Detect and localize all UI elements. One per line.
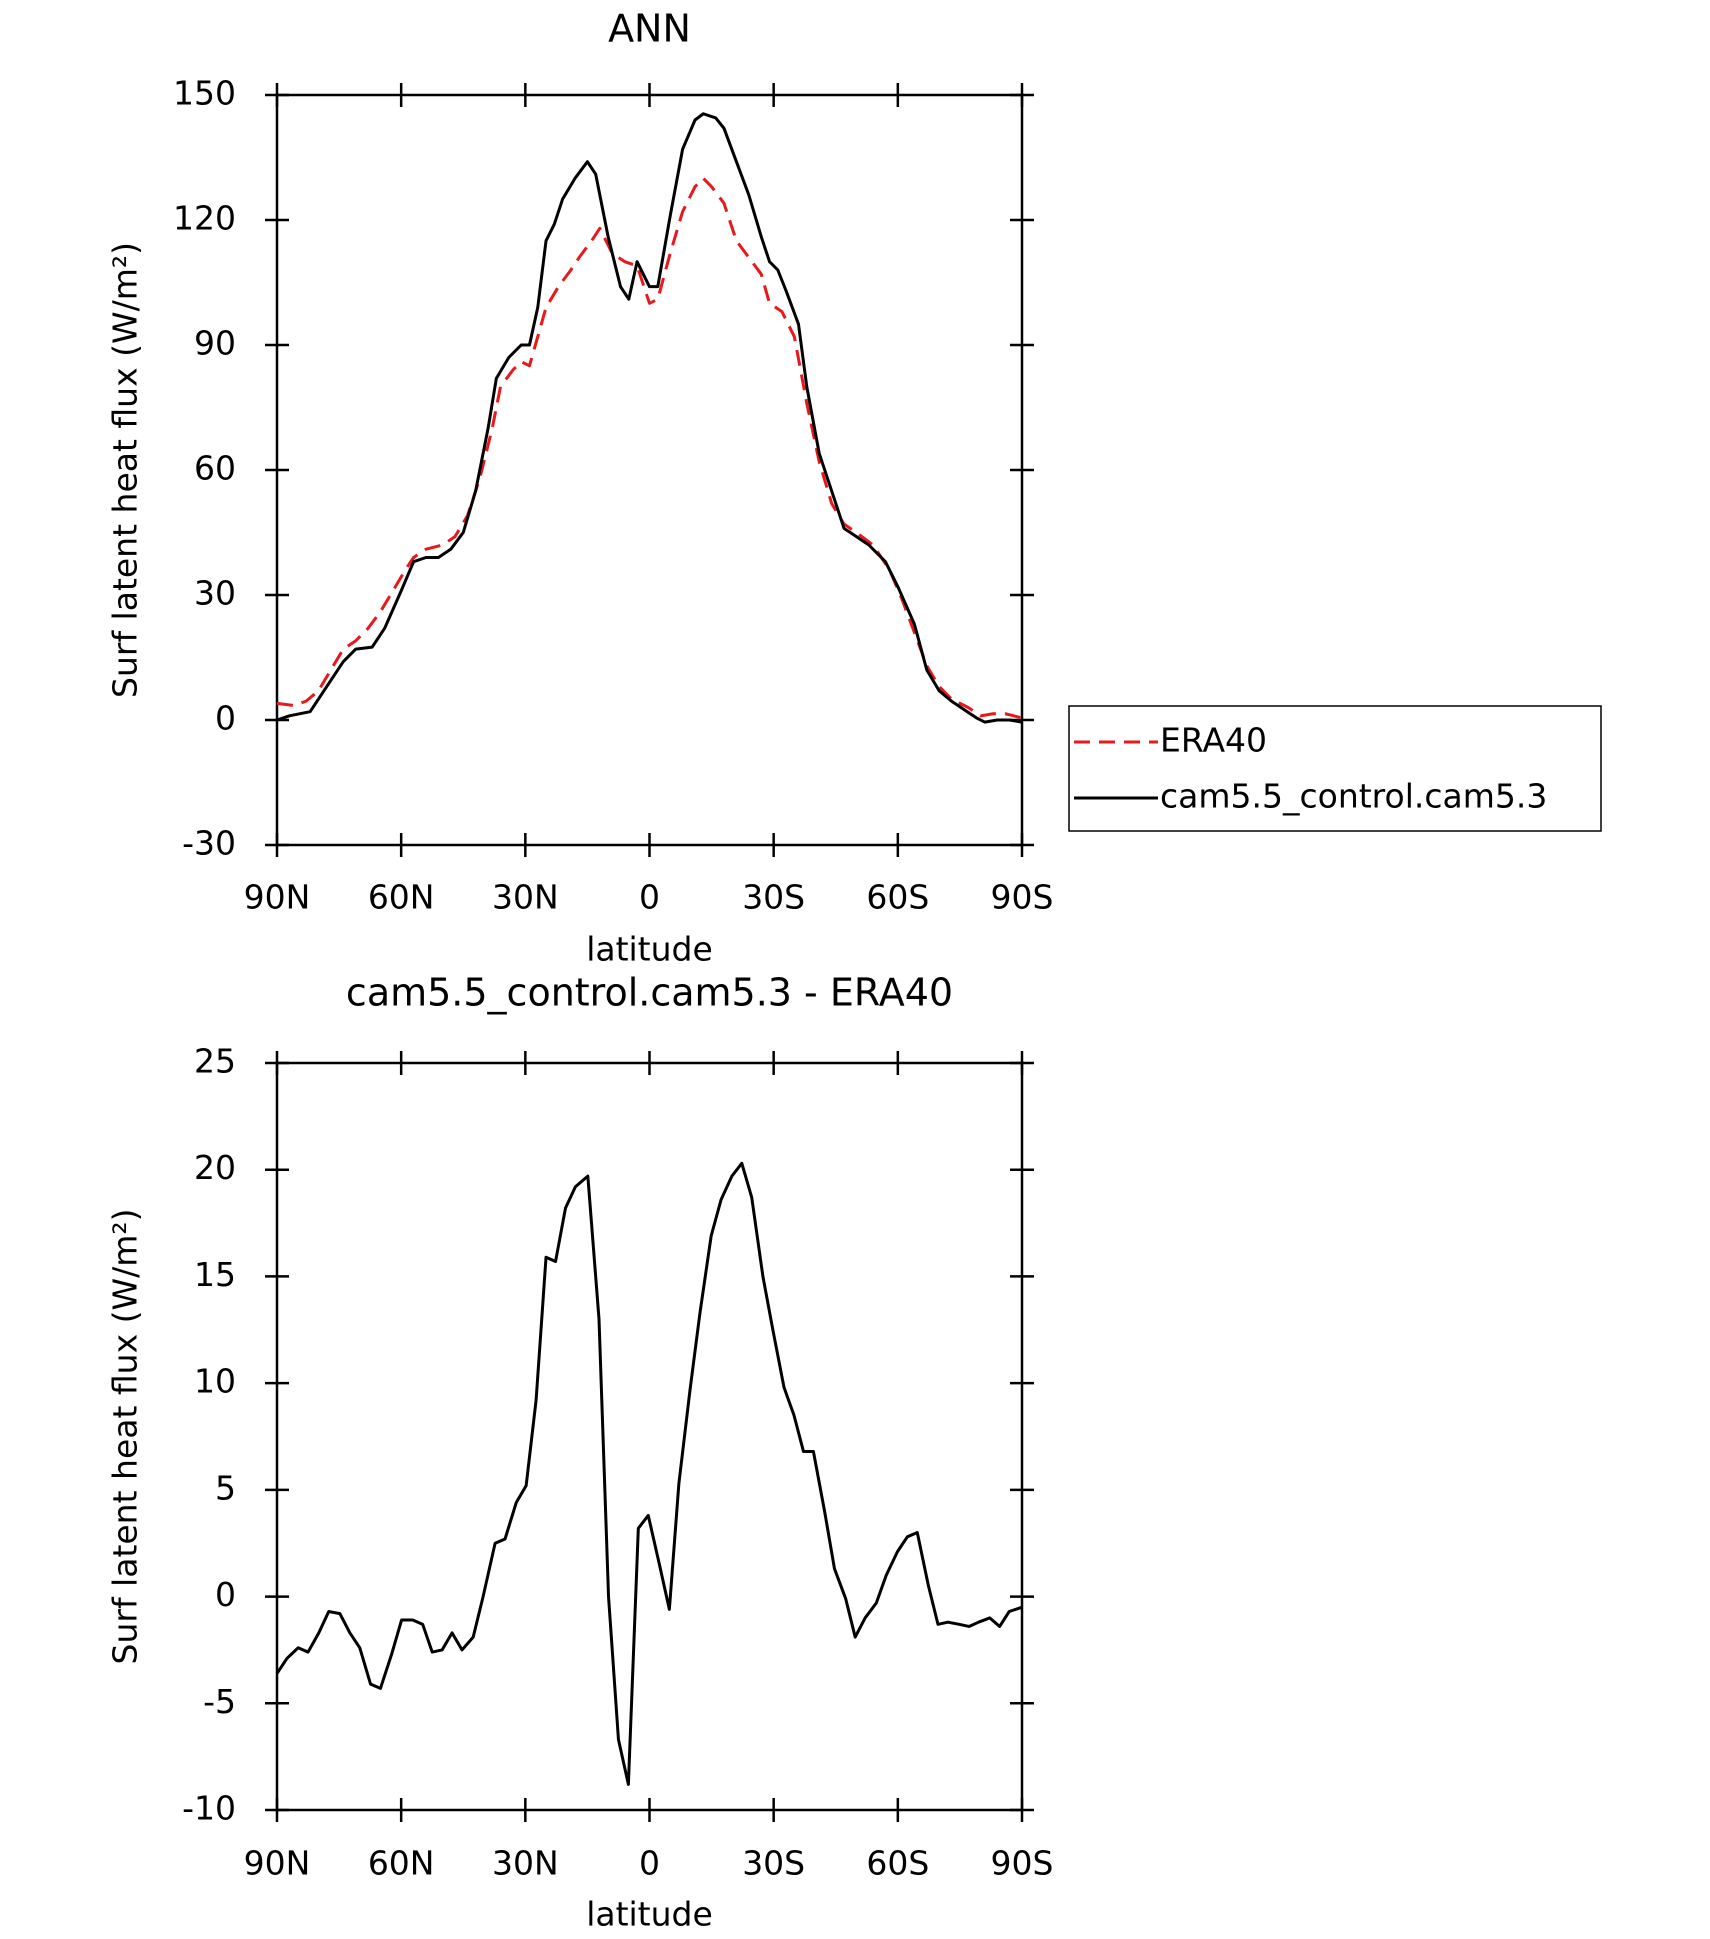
data-line — [275, 1161, 1023, 1786]
data-line — [276, 112, 1023, 724]
y-tick-label: 90 — [194, 324, 236, 363]
x-tick-label: 90S — [991, 1844, 1054, 1883]
x-tick-label: 90S — [991, 878, 1054, 917]
x-tick-label: 60S — [866, 878, 929, 917]
legend: ERA40 cam5.5_control.cam5.3 — [1068, 705, 1602, 832]
x-tick-label: 0 — [639, 1844, 660, 1883]
y-tick-label: 25 — [194, 1042, 236, 1081]
y-tick-label: -10 — [182, 1789, 236, 1828]
x-tick-label: 90N — [244, 1844, 311, 1883]
x-tick-label: 60N — [368, 878, 435, 917]
y-tick-label: 120 — [173, 199, 236, 238]
x-tick-label: 30N — [492, 1844, 559, 1883]
y-tick-label: -30 — [182, 824, 236, 863]
y-tick-label: 0 — [215, 699, 236, 738]
plot-frame — [275, 1061, 1024, 1812]
panel: ANN latitude Surf latent heat flux (W/m²) 9… — [106, 7, 1602, 969]
x-axis-label: latitude — [586, 1895, 713, 1934]
y-tick-label: 15 — [194, 1255, 236, 1294]
legend-label: cam5.5_control.cam5.3 — [1160, 777, 1547, 816]
y-tick-label: 150 — [173, 74, 236, 113]
legend-label: ERA40 — [1160, 721, 1267, 760]
y-axis-label: Surf latent heat flux (W/m²) — [106, 1209, 145, 1665]
x-axis-label: latitude — [586, 930, 713, 969]
y-axis-label: Surf latent heat flux (W/m²) — [106, 242, 145, 698]
y-tick-label: 20 — [194, 1148, 236, 1187]
legend-box — [1068, 705, 1602, 832]
x-tick-label: 30N — [492, 878, 559, 917]
y-tick-label: -5 — [203, 1682, 236, 1721]
x-tick-label: 60N — [368, 1844, 435, 1883]
x-tick-label: 90N — [244, 878, 311, 917]
chart-title: ANN — [608, 7, 691, 51]
y-tick-label: 30 — [194, 574, 236, 613]
data-line — [276, 176, 1023, 720]
x-tick-label: 0 — [639, 878, 660, 917]
y-tick-label: 10 — [194, 1362, 236, 1401]
y-tick-label: 5 — [215, 1468, 236, 1507]
chart-title: cam5.5_control.cam5.3 - ERA40 — [346, 971, 953, 1015]
x-tick-label: 30S — [742, 1844, 805, 1883]
plot-frame — [275, 93, 1024, 847]
panel: cam5.5_control.cam5.3 - ERA40 latitude Sur… — [106, 971, 1054, 1934]
x-tick-label: 30S — [742, 878, 805, 917]
x-tick-label: 60S — [866, 1844, 929, 1883]
y-tick-label: 60 — [194, 449, 236, 488]
y-tick-label: 0 — [215, 1575, 236, 1614]
